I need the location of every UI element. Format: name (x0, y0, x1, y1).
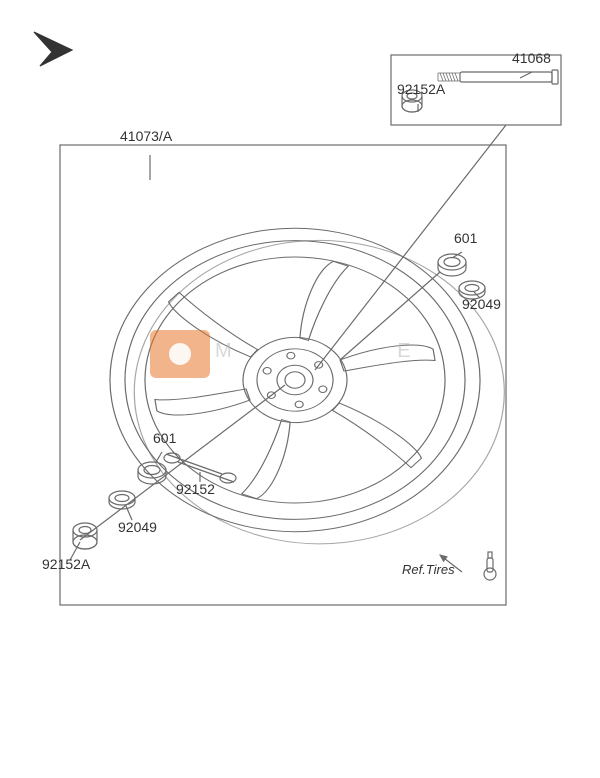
callout-601-bot: 601 (153, 430, 176, 446)
callout-92049-bot: 92049 (118, 519, 157, 535)
callout-41068: 41068 (512, 50, 551, 66)
callout-92152A-top: 92152A (397, 81, 445, 97)
callout-601-top: 601 (454, 230, 477, 246)
watermark-dot-icon (169, 343, 191, 365)
ref-tires-label: Ref.Tires (402, 562, 455, 577)
parts-diagram-svg (0, 0, 600, 778)
watermark-badge (150, 330, 210, 378)
callout-92152A-bot: 92152A (42, 556, 90, 572)
watermark-left: M (215, 340, 235, 362)
callout-92152-bot: 92152 (176, 481, 215, 497)
callout-41073A: 41073/A (120, 128, 172, 144)
watermark-text: M E (215, 340, 414, 363)
diagram-canvas: 41073/A 41068 92152A 601 92049 601 92152… (0, 0, 600, 778)
watermark-right: E (397, 340, 413, 362)
callout-92049-top: 92049 (462, 296, 501, 312)
